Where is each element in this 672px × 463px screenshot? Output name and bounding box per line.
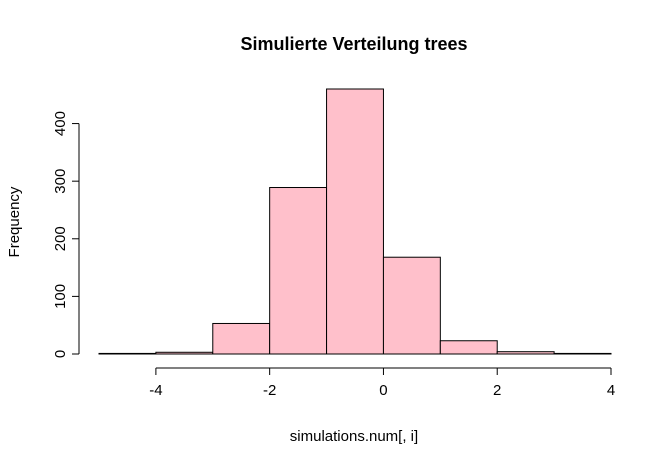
y-tick-label: 200 <box>52 226 69 251</box>
x-axis-label: simulations.num[, i] <box>290 428 418 445</box>
histogram-bar-3 <box>269 187 328 355</box>
y-axis: 0 100 200 300 400 <box>52 111 80 358</box>
histogram-bar-8 <box>553 352 612 355</box>
x-tick-label: 2 <box>493 382 501 399</box>
histogram-bar-2 <box>212 322 271 355</box>
bars-group <box>98 88 612 355</box>
histogram-bar-5 <box>382 256 441 355</box>
histogram-bar-6 <box>439 340 498 355</box>
x-tick-label: -2 <box>263 382 276 399</box>
y-axis-label: Frequency <box>6 186 23 257</box>
y-tick-label: 100 <box>52 284 69 309</box>
x-tick-label: -4 <box>149 382 162 399</box>
histogram-bar-1 <box>155 351 214 355</box>
x-tick-label: 4 <box>607 382 615 399</box>
y-tick-label: 400 <box>52 111 69 136</box>
chart-title: Simulierte Verteilung trees <box>240 34 467 54</box>
histogram-bar-7 <box>496 351 555 355</box>
y-tick-label: 300 <box>52 169 69 194</box>
x-tick-label: 0 <box>379 382 387 399</box>
y-tick-label: 0 <box>52 350 69 358</box>
histogram-bar-0 <box>98 352 157 355</box>
x-axis: -4 -2 0 2 4 <box>149 367 615 399</box>
histogram-bar-4 <box>326 88 384 355</box>
